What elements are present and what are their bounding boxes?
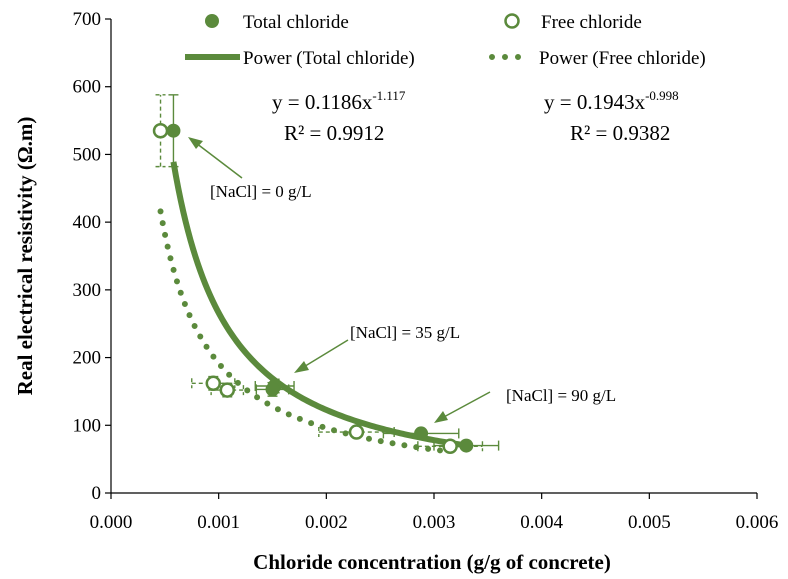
- annotation-nacl-35-arrow: [301, 339, 349, 369]
- x-tick-label: 0.006: [736, 512, 779, 533]
- legend-power-free-label: Power (Free chloride): [539, 48, 706, 69]
- y-axis-title: Real electrical resistivity (Ω.m): [13, 117, 37, 396]
- annotation-nacl-90-arrowhead: [434, 411, 448, 423]
- data-point-total: [459, 438, 474, 453]
- y-tick-label: 600: [73, 77, 102, 98]
- annotation-nacl-90-arrow: [441, 391, 491, 419]
- data-point-free: [442, 438, 458, 455]
- legend-power-total-label: Power (Total chloride): [243, 48, 415, 69]
- x-tick-label: 0.002: [305, 512, 348, 533]
- x-tick-label: 0.000: [90, 512, 133, 533]
- data-point-free: [152, 122, 169, 139]
- trendline-total: [170, 161, 467, 449]
- x-tick-label: 0.005: [628, 512, 671, 533]
- equation-total-exponent: -1.117: [372, 88, 406, 103]
- annotation-nacl-0-arrow: [195, 142, 243, 179]
- annotation-nacl-90: [NaCl] = 90 g/L: [434, 386, 616, 423]
- data-points: [152, 122, 474, 455]
- annotation-nacl-35-label: [NaCl] = 35 g/L: [350, 323, 460, 342]
- legend-free-label: Free chloride: [541, 12, 642, 33]
- equation-free-exponent: -0.998: [645, 88, 679, 103]
- data-point-total: [265, 382, 280, 397]
- data-point-total: [166, 123, 181, 138]
- y-tick-label: 500: [73, 144, 102, 165]
- trendline-free: [157, 208, 454, 455]
- x-tick-label: 0.004: [520, 512, 563, 533]
- y-tick-label: 200: [73, 348, 102, 369]
- equation-free-r2: R² = 0.9382: [570, 121, 670, 145]
- x-axis-title: Chloride concentration (g/g of concrete): [253, 550, 611, 574]
- annotation-nacl-90-label: [NaCl] = 90 g/L: [506, 386, 616, 405]
- svg-text:y = 0.1943x-0.998: y = 0.1943x-0.998: [544, 88, 679, 114]
- legend-total-marker: [205, 14, 219, 28]
- data-point-total: [414, 426, 429, 441]
- equation-total: y = 0.1186x-1.117 R² = 0.9912: [272, 88, 406, 145]
- annotation-nacl-35-arrowhead: [294, 361, 309, 373]
- annotation-nacl-0: [NaCl] = 0 g/L: [188, 137, 312, 201]
- legend-total-label: Total chloride: [243, 12, 349, 33]
- y-tick-label: 0: [92, 483, 102, 504]
- annotation-nacl-35: [NaCl] = 35 g/L: [294, 323, 460, 373]
- data-point-free: [205, 375, 222, 392]
- y-tick-label: 400: [73, 212, 102, 233]
- annotation-nacl-0-arrowhead: [188, 137, 203, 149]
- equation-free: y = 0.1943x-0.998 R² = 0.9382: [544, 88, 679, 145]
- tick-labels: 0 100 200 300 400 500 600 700 0.000 0.001 0.002 0.0…: [73, 9, 779, 533]
- y-tick-label: 300: [73, 280, 102, 301]
- x-tick-label: 0.001: [197, 512, 240, 533]
- error-bars: [155, 94, 500, 452]
- equation-free-base: y = 0.1943x: [544, 90, 646, 114]
- data-point-free: [348, 424, 365, 440]
- legend: Total chloride Free chloride Power (Tota…: [185, 12, 706, 69]
- x-tick-label: 0.003: [413, 512, 456, 533]
- axes: [105, 18, 758, 499]
- data-point-free: [219, 382, 236, 398]
- trendlines: [157, 161, 467, 455]
- y-tick-label: 100: [73, 415, 102, 436]
- legend-free-marker: [504, 13, 520, 29]
- svg-text:y = 0.1186x-1.117: y = 0.1186x-1.117: [272, 88, 406, 114]
- annotation-nacl-0-label: [NaCl] = 0 g/L: [210, 182, 312, 201]
- equation-total-r2: R² = 0.9912: [284, 121, 384, 145]
- y-tick-label: 700: [73, 9, 102, 30]
- equation-total-base: y = 0.1186x: [272, 90, 373, 114]
